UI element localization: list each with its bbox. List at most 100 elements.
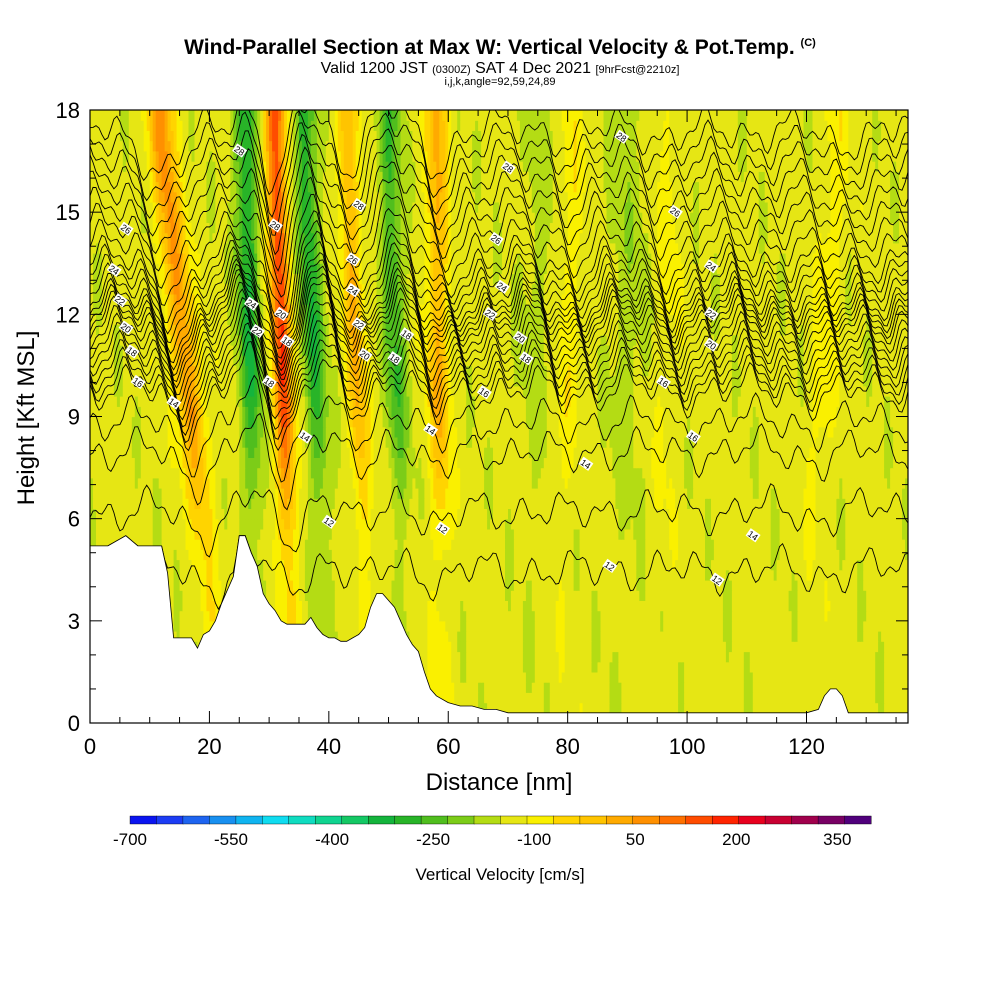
velocity-cell xyxy=(499,661,503,673)
velocity-cell xyxy=(788,692,793,704)
velocity-cell xyxy=(433,671,437,683)
velocity-cell xyxy=(510,671,515,683)
velocity-cell xyxy=(472,661,476,673)
velocity-cell xyxy=(621,671,625,683)
velocity-cell xyxy=(424,661,428,673)
velocity-cell xyxy=(549,692,554,704)
velocity-cell xyxy=(582,702,587,714)
velocity-cell xyxy=(496,671,500,683)
velocity-cell xyxy=(513,682,518,693)
velocity-cell xyxy=(451,682,455,693)
velocity-cell xyxy=(508,702,512,714)
velocity-cell xyxy=(552,682,557,693)
velocity-cell xyxy=(872,671,876,683)
velocity-cell xyxy=(502,651,506,663)
velocity-cell xyxy=(675,661,679,673)
velocity-cell xyxy=(788,671,793,683)
velocity-cell xyxy=(475,661,479,673)
velocity-cell xyxy=(705,702,709,714)
velocity-cell xyxy=(669,671,673,683)
velocity-cell xyxy=(827,682,831,693)
velocity-cell xyxy=(896,682,900,693)
velocity-cell xyxy=(663,702,667,714)
velocity-cell xyxy=(711,682,715,693)
velocity-cell xyxy=(591,661,596,673)
velocity-cell xyxy=(636,702,640,714)
velocity-cell xyxy=(648,661,652,673)
velocity-cell xyxy=(767,682,772,693)
velocity-cell xyxy=(791,682,796,693)
velocity-cell xyxy=(749,661,754,673)
velocity-cell xyxy=(618,702,622,714)
velocity-cell xyxy=(687,682,691,693)
velocity-cell xyxy=(654,692,658,704)
velocity-cell xyxy=(636,692,640,704)
velocity-cell xyxy=(588,692,593,704)
velocity-cell xyxy=(582,692,587,704)
velocity-cell xyxy=(537,682,542,693)
velocity-cell xyxy=(516,682,521,693)
velocity-cell xyxy=(630,692,634,704)
velocity-cell xyxy=(806,682,811,693)
velocity-cell xyxy=(496,651,500,663)
velocity-cell xyxy=(887,661,891,673)
velocity-cell xyxy=(713,661,718,673)
velocity-cell xyxy=(639,682,643,693)
velocity-cell xyxy=(633,682,637,693)
velocity-cell xyxy=(818,692,822,704)
velocity-cell xyxy=(457,692,461,704)
velocity-cell xyxy=(687,702,691,714)
velocity-cell xyxy=(552,671,557,683)
velocity-cell xyxy=(794,702,799,714)
velocity-cell xyxy=(627,682,631,693)
velocity-cell xyxy=(621,702,625,714)
velocity-cell xyxy=(657,682,661,693)
velocity-cell xyxy=(516,671,521,683)
velocity-cell xyxy=(472,671,476,683)
velocity-cell xyxy=(430,651,434,663)
velocity-cell xyxy=(815,682,820,693)
velocity-cell xyxy=(669,702,673,714)
velocity-cell xyxy=(875,692,879,704)
velocity-cell xyxy=(543,661,548,673)
velocity-cell xyxy=(728,661,733,673)
velocity-cell xyxy=(597,661,602,673)
velocity-cell xyxy=(899,682,903,693)
velocity-cell xyxy=(558,671,563,683)
velocity-cell xyxy=(773,671,778,683)
velocity-cell xyxy=(493,692,497,704)
velocity-cell xyxy=(722,682,727,693)
velocity-cell xyxy=(705,682,709,693)
velocity-cell xyxy=(687,671,691,683)
velocity-cell xyxy=(448,682,452,693)
velocity-cell xyxy=(645,702,649,714)
velocity-cell xyxy=(842,692,846,704)
velocity-cell xyxy=(887,692,891,704)
velocity-cell xyxy=(743,661,748,673)
velocity-cell xyxy=(502,692,506,704)
velocity-cell xyxy=(875,671,879,683)
velocity-cell xyxy=(639,671,643,683)
velocity-cell xyxy=(451,661,455,673)
velocity-cell xyxy=(812,702,817,714)
velocity-cell xyxy=(561,661,566,673)
velocity-cell xyxy=(469,692,473,704)
velocity-cell xyxy=(678,702,682,714)
velocity-cell xyxy=(663,671,667,683)
velocity-cell xyxy=(872,661,876,673)
velocity-cell xyxy=(561,671,566,683)
velocity-cell xyxy=(839,682,843,693)
velocity-cell xyxy=(531,682,536,693)
velocity-cell xyxy=(728,692,733,704)
velocity-cell xyxy=(731,671,736,683)
velocity-cell xyxy=(579,692,584,704)
velocity-cell xyxy=(866,671,870,683)
velocity-cell xyxy=(854,682,858,693)
velocity-cell xyxy=(740,702,745,714)
velocity-cell xyxy=(884,682,888,693)
velocity-cell xyxy=(702,682,706,693)
velocity-cell xyxy=(740,661,745,673)
velocity-cell xyxy=(719,702,724,714)
velocity-cell xyxy=(585,682,590,693)
velocity-cell xyxy=(615,671,619,683)
